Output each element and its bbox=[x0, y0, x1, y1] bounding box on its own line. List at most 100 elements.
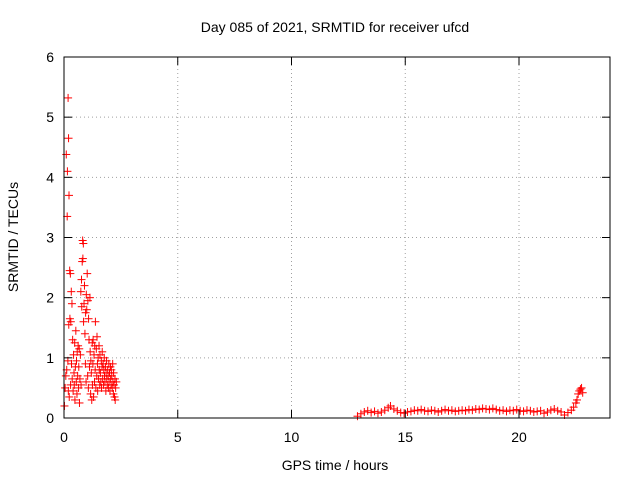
data-point bbox=[499, 406, 508, 415]
data-point bbox=[478, 404, 487, 413]
data-point bbox=[108, 359, 117, 368]
y-tick-label: 0 bbox=[46, 410, 54, 426]
data-point bbox=[553, 406, 562, 415]
data-point bbox=[95, 341, 104, 350]
y-tick-label: 6 bbox=[46, 49, 54, 65]
data-point bbox=[63, 167, 72, 176]
data-point bbox=[509, 406, 518, 415]
data-point bbox=[437, 406, 446, 415]
data-point bbox=[417, 405, 426, 414]
data-point bbox=[75, 374, 84, 383]
data-point bbox=[112, 377, 121, 386]
data-point bbox=[540, 409, 549, 418]
y-axis-label: SRMTID / TECUs bbox=[5, 182, 21, 292]
data-point bbox=[84, 314, 93, 323]
data-point bbox=[377, 407, 386, 416]
data-point bbox=[78, 254, 87, 263]
data-point bbox=[485, 405, 494, 414]
data-point bbox=[573, 395, 582, 404]
data-point bbox=[488, 404, 497, 413]
data-point bbox=[471, 404, 480, 413]
data-point bbox=[447, 406, 456, 415]
x-axis-label: GPS time / hours bbox=[282, 457, 389, 473]
data-point bbox=[111, 395, 120, 404]
data-point bbox=[400, 409, 409, 418]
data-point bbox=[464, 405, 473, 414]
data-point bbox=[98, 347, 107, 356]
data-point bbox=[458, 406, 467, 415]
data-point bbox=[64, 93, 73, 102]
data-point bbox=[434, 407, 443, 416]
data-point bbox=[427, 406, 436, 415]
x-tick-label: 20 bbox=[511, 429, 527, 445]
data-point bbox=[74, 362, 83, 371]
data-point bbox=[71, 326, 80, 335]
data-point bbox=[66, 269, 75, 278]
axis-ticks: 0 1 2 3 4 5 6 0 5 10 15 20 bbox=[46, 49, 610, 445]
data-point bbox=[406, 407, 415, 416]
data-point bbox=[441, 405, 450, 414]
data-point bbox=[389, 404, 398, 413]
data-point bbox=[77, 275, 86, 284]
y-tick-label: 2 bbox=[46, 290, 54, 306]
data-point bbox=[569, 403, 578, 412]
data-point bbox=[363, 406, 372, 415]
data-point bbox=[410, 406, 419, 415]
data-point bbox=[68, 374, 77, 383]
data-point bbox=[79, 239, 88, 248]
data-point bbox=[430, 406, 439, 415]
data-point bbox=[65, 191, 74, 200]
data-point bbox=[420, 406, 429, 415]
data-point bbox=[492, 405, 501, 414]
y-tick-label: 3 bbox=[46, 230, 54, 246]
x-tick-label: 10 bbox=[284, 429, 300, 445]
data-point bbox=[84, 383, 93, 392]
x-tick-label: 15 bbox=[397, 429, 413, 445]
data-point bbox=[546, 406, 555, 415]
data-point bbox=[578, 388, 587, 397]
data-point bbox=[91, 317, 100, 326]
data-point bbox=[80, 281, 89, 290]
y-tick-label: 5 bbox=[46, 109, 54, 125]
data-point bbox=[482, 404, 491, 413]
data-point bbox=[76, 287, 85, 296]
data-point bbox=[505, 406, 514, 415]
data-points bbox=[60, 93, 587, 421]
data-point bbox=[72, 356, 81, 365]
data-point bbox=[454, 406, 463, 415]
data-point bbox=[475, 405, 484, 414]
data-point bbox=[85, 293, 94, 302]
data-point bbox=[373, 409, 382, 418]
data-point bbox=[67, 287, 76, 296]
data-point bbox=[451, 407, 460, 416]
data-point bbox=[109, 368, 118, 377]
data-point bbox=[533, 407, 542, 416]
data-point bbox=[64, 134, 73, 143]
data-point bbox=[75, 398, 84, 407]
data-point bbox=[76, 350, 85, 359]
x-tick-label: 5 bbox=[174, 429, 182, 445]
data-point bbox=[82, 377, 91, 386]
data-point bbox=[65, 392, 74, 401]
data-point bbox=[83, 269, 92, 278]
data-point bbox=[82, 305, 91, 314]
data-point bbox=[356, 409, 365, 418]
data-point bbox=[66, 317, 75, 326]
data-point bbox=[360, 407, 369, 416]
x-tick-label: 0 bbox=[60, 429, 68, 445]
data-point bbox=[89, 392, 98, 401]
data-point bbox=[543, 407, 552, 416]
data-point bbox=[550, 404, 559, 413]
data-point bbox=[396, 408, 405, 417]
data-point bbox=[529, 407, 538, 416]
data-point bbox=[70, 395, 79, 404]
grid bbox=[64, 57, 610, 418]
data-point bbox=[468, 406, 477, 415]
data-point bbox=[413, 406, 422, 415]
data-point bbox=[80, 329, 89, 338]
data-point bbox=[77, 380, 86, 389]
data-point bbox=[444, 406, 453, 415]
data-point bbox=[111, 383, 120, 392]
